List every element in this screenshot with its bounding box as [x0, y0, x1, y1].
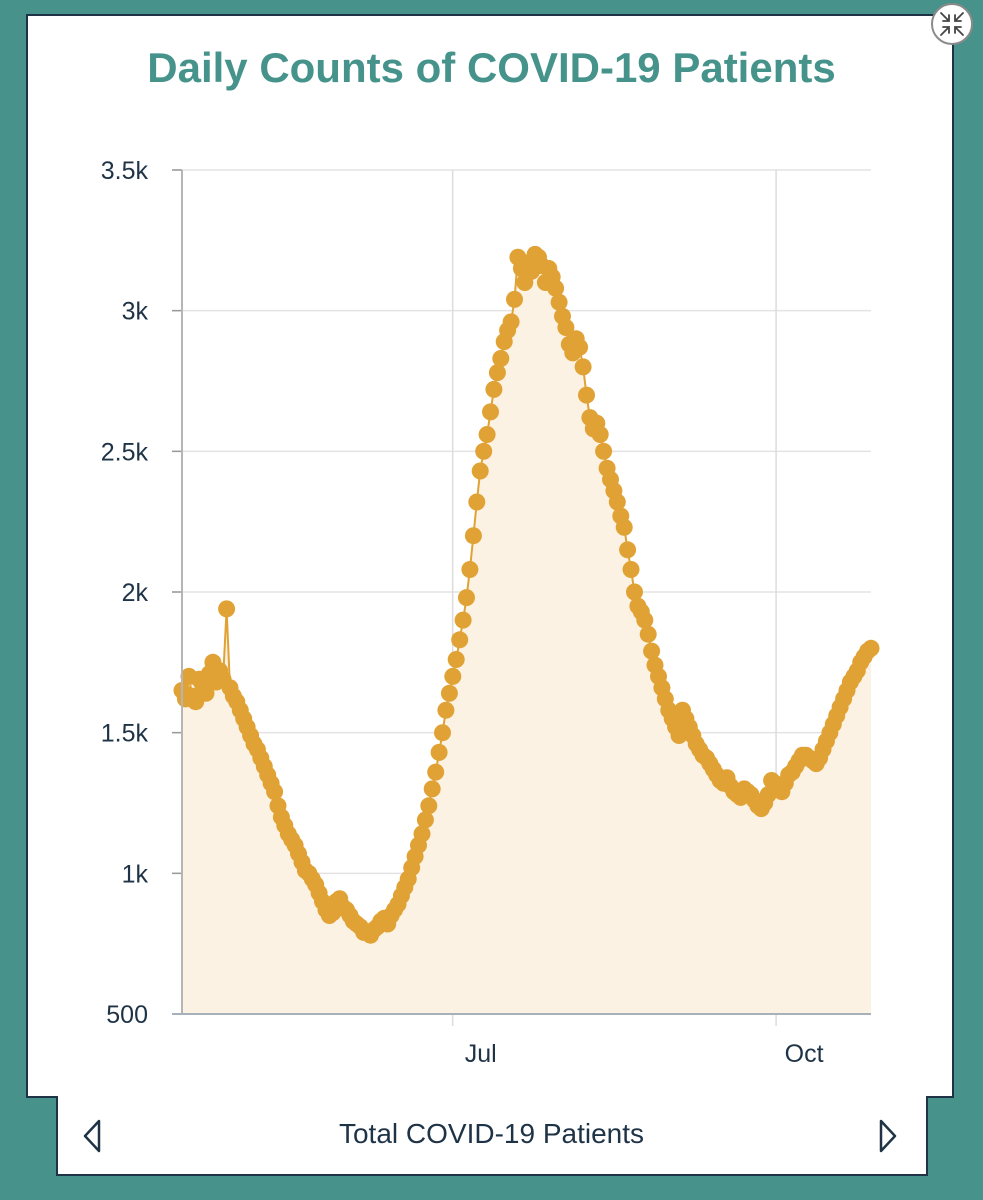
y-tick-label: 2k — [122, 579, 149, 607]
y-tick-label: 2.5k — [101, 438, 149, 466]
series-label: Total COVID-19 Patients — [338, 1118, 645, 1149]
data-point[interactable] — [447, 651, 465, 668]
data-point[interactable] — [488, 364, 506, 382]
data-point[interactable] — [218, 600, 236, 618]
data-point[interactable] — [578, 386, 595, 404]
data-point[interactable] — [639, 625, 657, 643]
data-point[interactable] — [557, 319, 575, 336]
series-selector-panel — [56, 1096, 928, 1176]
data-point[interactable] — [591, 426, 609, 443]
data-point[interactable] — [626, 583, 643, 601]
data-point[interactable] — [547, 279, 565, 297]
data-point[interactable] — [478, 426, 496, 443]
y-tick-label: 3k — [122, 298, 149, 326]
data-point[interactable] — [475, 442, 493, 460]
data-point[interactable] — [458, 589, 475, 607]
y-tick-label: 3.5k — [101, 157, 149, 185]
y-tick-label: 500 — [106, 1001, 148, 1029]
data-point[interactable] — [485, 380, 503, 398]
data-point[interactable] — [471, 462, 489, 480]
data-point[interactable] — [615, 518, 633, 536]
previous-series-button[interactable] — [80, 1117, 104, 1155]
data-point[interactable] — [506, 290, 523, 308]
data-point[interactable] — [197, 684, 215, 702]
series-area — [182, 254, 871, 1014]
data-point[interactable] — [482, 403, 499, 421]
chevron-right-icon — [879, 1119, 897, 1153]
chevron-left-icon — [83, 1119, 101, 1153]
data-point[interactable] — [451, 631, 469, 649]
y-tick-label: 1k — [122, 860, 149, 888]
data-point[interactable] — [608, 493, 626, 511]
data-point[interactable] — [413, 825, 431, 843]
next-series-button[interactable] — [876, 1117, 900, 1155]
data-point[interactable] — [454, 611, 472, 629]
data-point[interactable] — [416, 811, 434, 829]
data-point[interactable] — [595, 442, 613, 460]
data-point[interactable] — [574, 358, 592, 376]
data-point[interactable] — [571, 338, 589, 356]
data-point[interactable] — [643, 642, 661, 660]
data-point[interactable] — [619, 541, 637, 559]
data-point[interactable] — [420, 797, 438, 815]
data-point[interactable] — [502, 313, 520, 331]
data-point[interactable] — [622, 561, 640, 578]
chart-title: Daily Counts of COVID-19 Patients — [147, 44, 836, 91]
data-point[interactable] — [434, 724, 451, 742]
collapse-button[interactable] — [931, 3, 973, 45]
data-point[interactable] — [464, 527, 482, 545]
collapse-arrows-icon — [940, 12, 964, 36]
data-point[interactable] — [423, 780, 441, 798]
data-point[interactable] — [440, 684, 458, 702]
data-point[interactable] — [550, 293, 568, 311]
y-tick-label: 1.5k — [101, 720, 149, 748]
data-point[interactable] — [636, 611, 654, 629]
data-point[interactable] — [862, 639, 880, 657]
data-point[interactable] — [444, 667, 462, 685]
data-point[interactable] — [437, 701, 455, 719]
data-point[interactable] — [430, 743, 448, 761]
x-tick-label: Oct — [785, 1040, 824, 1068]
data-point[interactable] — [492, 350, 510, 367]
data-point[interactable] — [427, 763, 445, 781]
x-tick-label: Jul — [465, 1040, 497, 1068]
data-point[interactable] — [468, 493, 486, 511]
data-point[interactable] — [461, 561, 479, 578]
data-point[interactable] — [266, 783, 284, 801]
